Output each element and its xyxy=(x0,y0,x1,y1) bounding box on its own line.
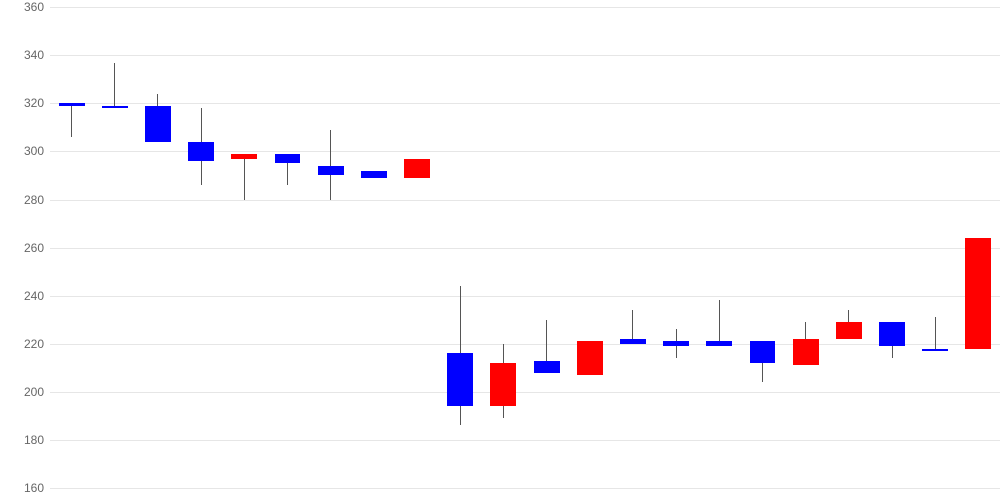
candle-body xyxy=(275,154,301,164)
candle-body xyxy=(361,171,387,178)
candle-body xyxy=(231,154,257,159)
gridline xyxy=(0,248,1000,249)
candle-body xyxy=(577,341,603,375)
gridline xyxy=(0,103,1000,104)
y-axis-label: 200 xyxy=(0,385,44,399)
candle-wick xyxy=(71,103,72,137)
candle-body xyxy=(102,106,128,108)
candlestick-chart: 160 180 200 220 240 260 280 300 320 340 360 xyxy=(0,0,1000,500)
y-axis-label: 280 xyxy=(0,193,44,207)
y-axis-label: 320 xyxy=(0,96,44,110)
candle-body xyxy=(145,106,171,142)
candle-body xyxy=(188,142,214,161)
candle-wick xyxy=(114,63,115,109)
candle-body xyxy=(59,103,85,105)
candle-body xyxy=(663,341,689,346)
gridline xyxy=(0,55,1000,56)
y-axis-label: 300 xyxy=(0,144,44,158)
gridline xyxy=(0,151,1000,152)
gridline xyxy=(0,440,1000,441)
candle-wick xyxy=(935,317,936,351)
gridline xyxy=(0,296,1000,297)
candle-wick xyxy=(719,300,720,346)
candle-body xyxy=(706,341,732,346)
y-axis-label: 340 xyxy=(0,48,44,62)
candle-body xyxy=(404,159,430,178)
y-axis-label: 360 xyxy=(0,0,44,14)
gridline xyxy=(0,344,1000,345)
candle-body xyxy=(447,353,473,406)
candle-body xyxy=(534,361,560,373)
candle-wick xyxy=(330,130,331,200)
candle-body xyxy=(836,322,862,339)
candle-body xyxy=(965,238,991,349)
y-axis-label: 180 xyxy=(0,433,44,447)
candle-body xyxy=(750,341,776,363)
y-axis-label: 160 xyxy=(0,481,44,495)
candle-body xyxy=(490,363,516,406)
y-axis-label: 240 xyxy=(0,289,44,303)
candle-body xyxy=(620,339,646,344)
y-axis-label: 220 xyxy=(0,337,44,351)
gridline xyxy=(0,200,1000,201)
gridline xyxy=(0,7,1000,8)
candle-body xyxy=(922,349,948,351)
candle-wick xyxy=(244,154,245,200)
y-axis-label: 260 xyxy=(0,241,44,255)
candle-body xyxy=(318,166,344,176)
candle-body xyxy=(793,339,819,365)
gridline xyxy=(0,488,1000,489)
candle-body xyxy=(879,322,905,346)
